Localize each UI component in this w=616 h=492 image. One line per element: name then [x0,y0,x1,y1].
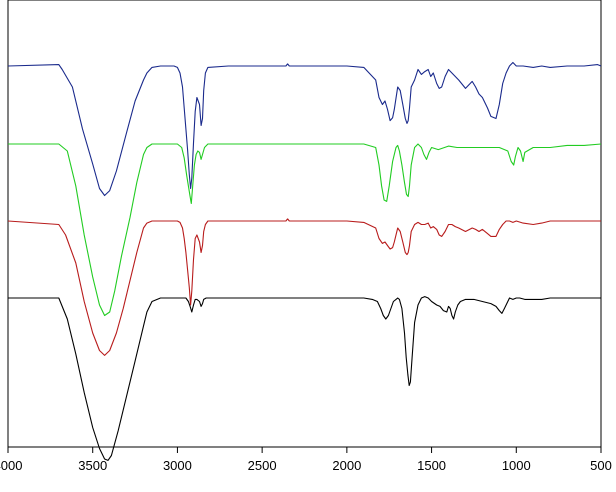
x-tick-label: 4000 [0,458,22,473]
x-tick-label: 1000 [502,458,531,473]
x-tick-label: 2000 [332,458,361,473]
spectrum-line-4 [8,296,601,461]
x-tick-label: 3000 [163,458,192,473]
x-tick-label: 500 [590,458,612,473]
series-layer [7,61,602,461]
spectrum-line-1 [7,61,602,197]
x-tick-label: 3500 [78,458,107,473]
plot-frame [7,0,602,448]
x-tick-label: 2500 [248,458,277,473]
x-tick-label: 1500 [417,458,446,473]
spectrum-line-2 [8,143,602,317]
spectrum-line-3 [7,218,601,356]
x-axis: 4000 3500 3000 2500 2000 1500 1000 500 [0,447,612,473]
